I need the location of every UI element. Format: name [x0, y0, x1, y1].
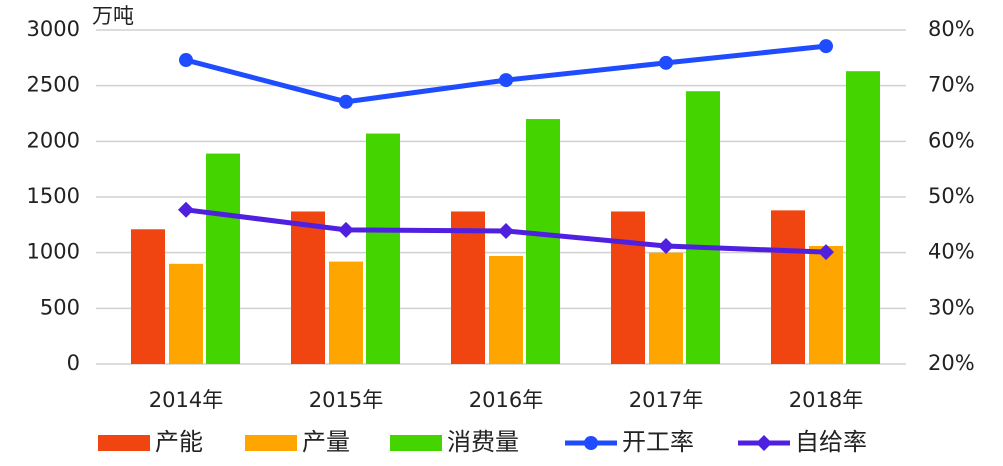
bar — [366, 133, 400, 364]
line-marker — [658, 237, 674, 254]
x-tick-label: 2018年 — [789, 388, 863, 412]
line-marker — [178, 201, 194, 218]
legend-label: 开工率 — [622, 428, 694, 456]
bar — [526, 119, 560, 364]
line-marker — [498, 222, 514, 239]
y2-tick-label: 50% — [928, 184, 975, 208]
y-tick-label: 1500 — [27, 184, 80, 208]
bar — [329, 261, 363, 364]
legend-swatch — [390, 435, 442, 451]
y-tick-label: 0 — [67, 351, 80, 375]
bar — [649, 252, 683, 364]
y-unit: 万吨 — [92, 4, 134, 28]
x-tick-label: 2014年 — [149, 388, 223, 412]
bar — [686, 91, 720, 364]
bar — [611, 211, 645, 364]
y-tick-label: 500 — [40, 295, 80, 319]
bar — [846, 71, 880, 365]
y2-tick-label: 40% — [928, 240, 975, 264]
bar — [291, 211, 325, 364]
y2-tick-label: 80% — [928, 17, 975, 41]
line-marker — [499, 73, 513, 88]
line-marker — [819, 39, 833, 54]
legend-swatch — [245, 435, 297, 451]
line-marker — [339, 94, 353, 109]
bar — [206, 153, 240, 364]
legend-marker — [756, 435, 772, 451]
bar — [451, 211, 485, 364]
x-tick-label: 2015年 — [309, 388, 383, 412]
y-tick-label: 3000 — [27, 17, 80, 41]
bar — [809, 245, 843, 364]
y-tick-label: 2000 — [27, 128, 80, 152]
bar — [771, 210, 805, 364]
x-tick-label: 2017年 — [629, 388, 703, 412]
y2-tick-label: 60% — [928, 128, 975, 152]
bar — [169, 263, 203, 364]
bar — [131, 229, 165, 364]
line-marker — [179, 53, 193, 68]
line-marker — [338, 221, 354, 238]
legend-swatch — [98, 435, 150, 451]
y2-tick-label: 30% — [928, 295, 975, 319]
legend-label: 产能 — [155, 428, 203, 456]
y2-tick-label: 70% — [928, 73, 975, 97]
y-tick-label: 1000 — [27, 240, 80, 264]
bar — [489, 256, 523, 364]
y-tick-label: 2500 — [27, 73, 80, 97]
x-tick-label: 2016年 — [469, 388, 543, 412]
legend-label: 自给率 — [795, 428, 867, 456]
legend-label: 产量 — [302, 428, 350, 456]
legend-label: 消费量 — [447, 428, 519, 456]
legend-marker — [584, 436, 598, 450]
y2-tick-label: 20% — [928, 351, 975, 375]
line-marker — [659, 55, 673, 70]
line-marker — [818, 244, 834, 261]
